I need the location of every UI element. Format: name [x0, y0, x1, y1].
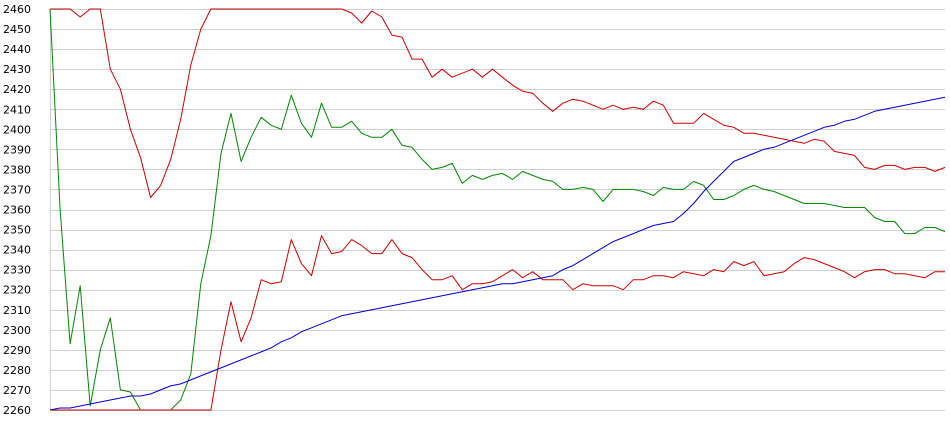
- y-tick-label: 2410: [3, 103, 31, 116]
- y-tick-label: 2340: [3, 244, 31, 257]
- y-tick-label: 2440: [3, 43, 31, 56]
- series-line-3: [50, 235, 945, 411]
- y-tick-label: 2450: [3, 23, 31, 36]
- y-tick-label: 2400: [3, 123, 31, 136]
- y-tick-label: 2390: [3, 143, 31, 156]
- y-tick-label: 2260: [3, 404, 31, 417]
- series-line-2: [49, 8, 946, 411]
- y-tick-label: 2370: [3, 183, 31, 196]
- series-line-1: [50, 8, 946, 198]
- series-lines: [49, 8, 946, 411]
- y-tick-label: 2270: [3, 384, 31, 397]
- y-tick-label: 2310: [3, 304, 31, 317]
- y-tick-label: 2380: [3, 163, 31, 176]
- y-tick-label: 2460: [3, 3, 31, 16]
- y-tick-label: 2300: [3, 324, 31, 337]
- y-tick-label: 2280: [3, 364, 31, 377]
- grid-lines: [50, 9, 945, 411]
- y-tick-label: 2320: [3, 284, 31, 297]
- y-tick-label: 2290: [3, 344, 31, 357]
- series-line-4: [49, 96, 946, 411]
- y-tick-label: 2420: [3, 83, 31, 96]
- y-axis-tick-labels: 2260 2270 2280 2290 2300 2310 2320 2330 2340 2350…: [3, 3, 31, 417]
- y-tick-label: 2430: [3, 63, 31, 76]
- y-tick-label: 2360: [3, 204, 31, 217]
- y-tick-label: 2350: [3, 224, 31, 237]
- y-tick-label: 2330: [3, 264, 31, 277]
